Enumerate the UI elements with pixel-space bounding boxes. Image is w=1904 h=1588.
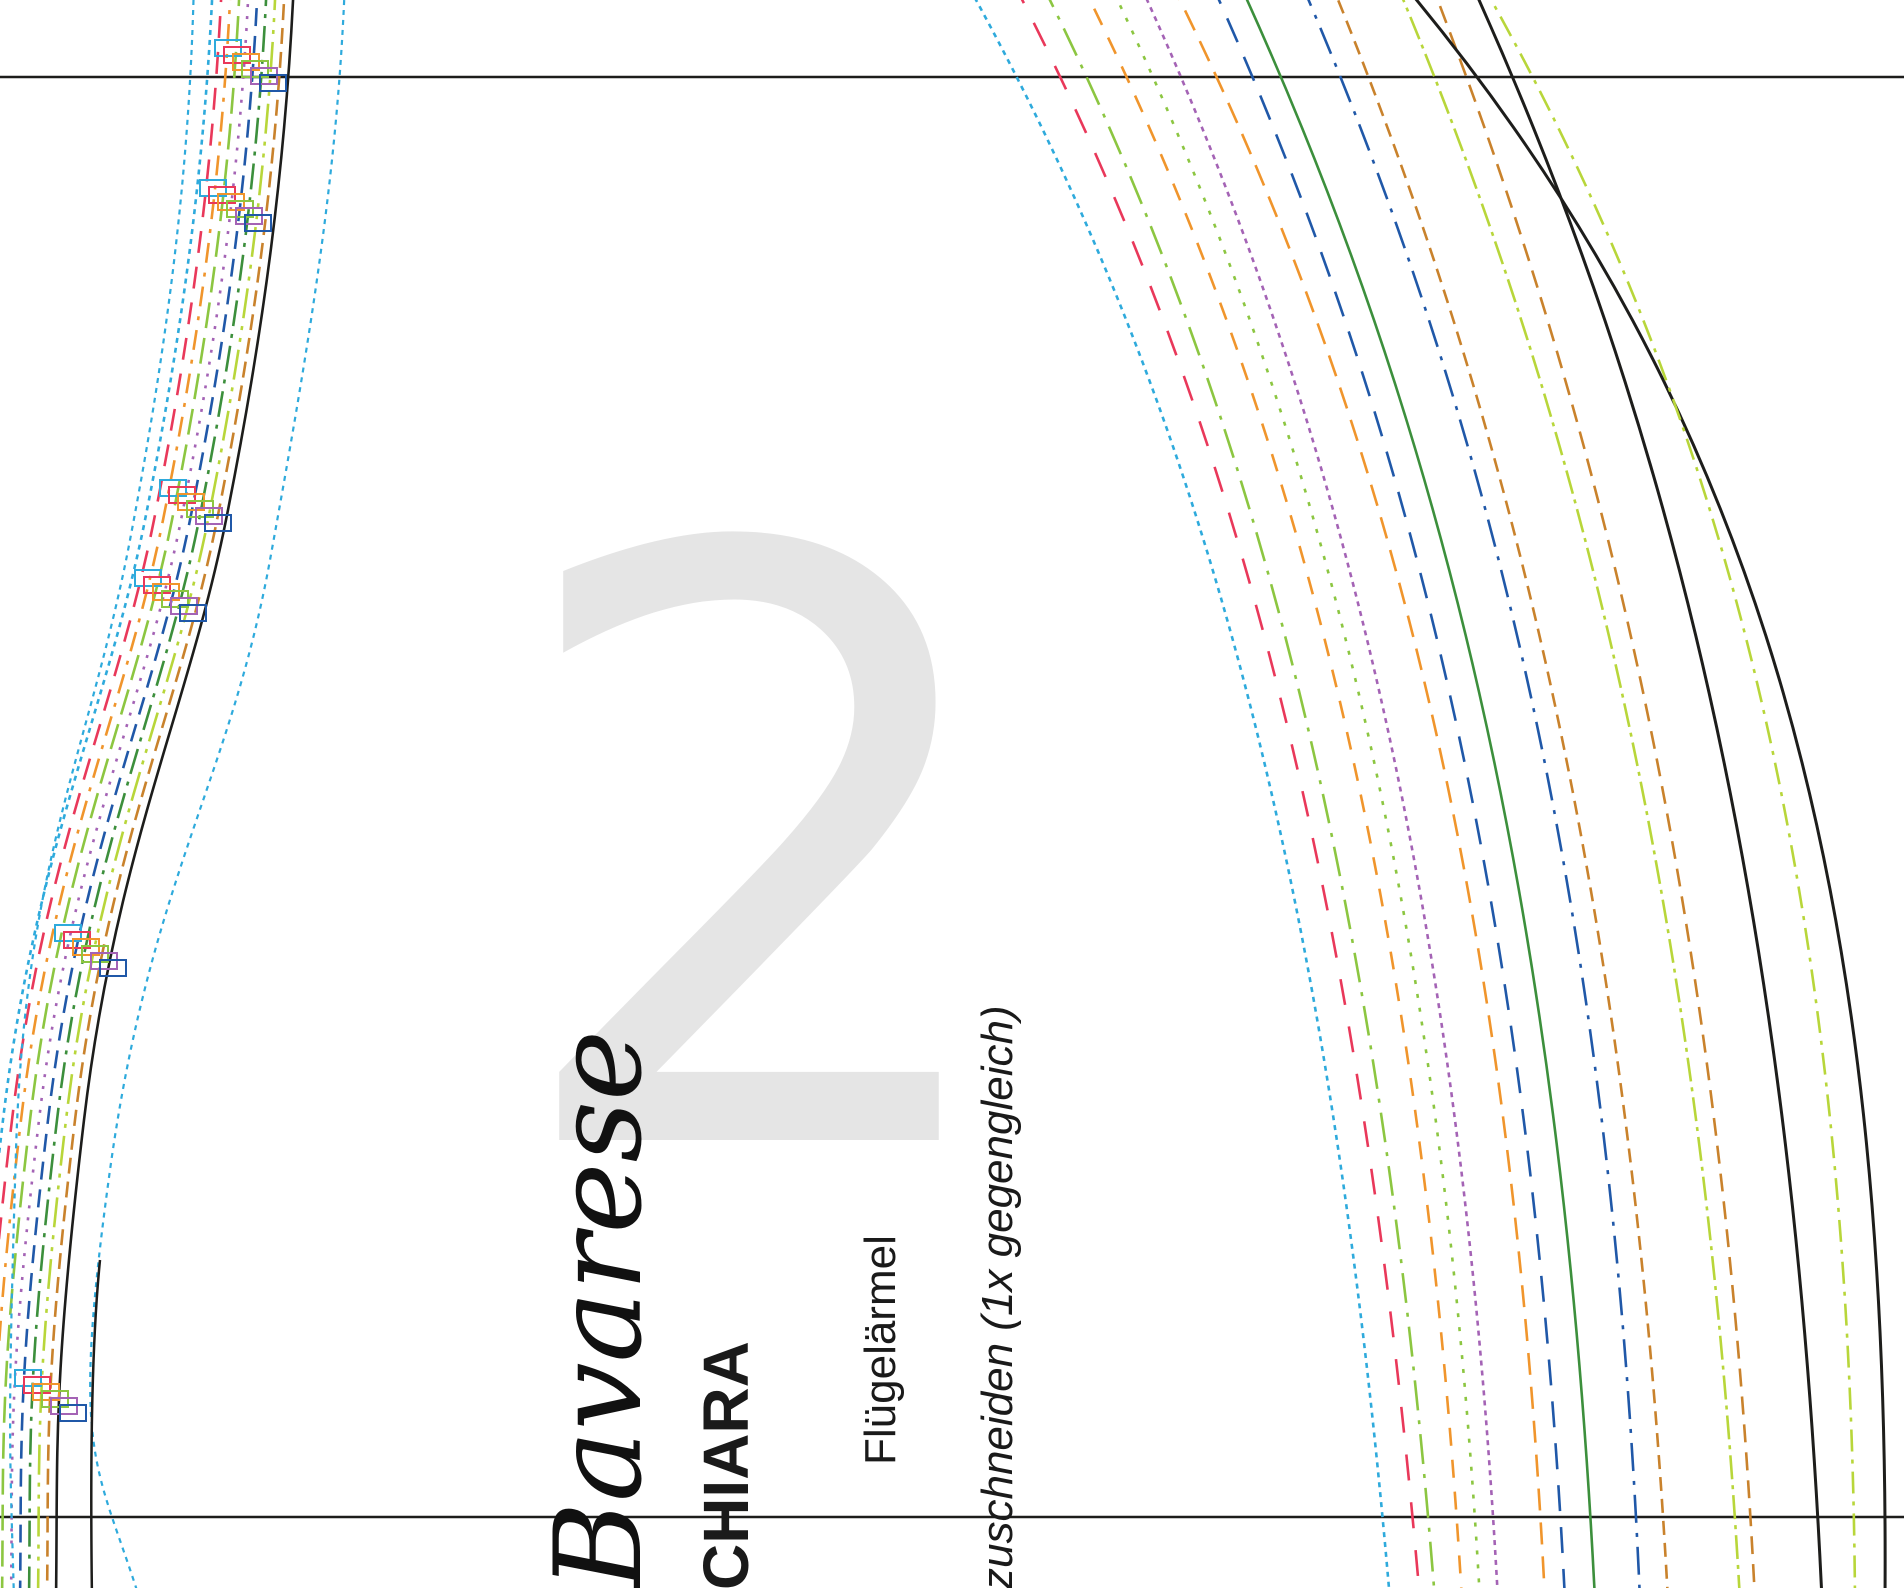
notch-mark xyxy=(244,214,272,232)
notch-mark xyxy=(259,74,287,92)
hem-line-right xyxy=(1048,0,1436,1588)
hem-line-right xyxy=(1489,0,1857,1588)
hem-line-right xyxy=(1020,0,1421,1588)
seam-line-left xyxy=(45,0,286,1588)
page-number: 2 xyxy=(499,380,1021,1334)
left-seam-curves xyxy=(0,0,346,1588)
hem-line-right xyxy=(1436,0,1756,1588)
right-hem-curves xyxy=(974,0,1887,1588)
seam-line-left xyxy=(0,0,232,1350)
seam-line-left xyxy=(18,0,259,1588)
hem-line-right xyxy=(1414,0,1887,1588)
hem-line-right xyxy=(1401,0,1741,1588)
model-name: CHIARA xyxy=(690,1341,762,1588)
hem-line-right xyxy=(1217,0,1566,1588)
cutting-instruction: zuschneiden (1x gegengleich) xyxy=(973,1005,1022,1588)
notch-markers xyxy=(14,39,287,1422)
seam-line-left xyxy=(9,0,250,1588)
seam-guide-left xyxy=(9,0,195,1588)
hem-line-right xyxy=(1178,0,1546,1588)
notch-mark xyxy=(179,604,207,622)
hem-line-right xyxy=(1245,0,1596,1588)
seam-line-left xyxy=(27,0,268,1588)
seam-line-left xyxy=(0,0,241,1588)
seam-line-left xyxy=(54,0,295,1588)
hem-line-right xyxy=(1145,0,1499,1588)
hem-line-right xyxy=(1477,0,1823,1588)
seam-line-left xyxy=(90,1259,102,1588)
seam-line-left xyxy=(0,0,223,1242)
notch-mark xyxy=(59,1404,87,1422)
piece-label: Bavarese CHIARA Flügelärmel zuschneiden … xyxy=(530,1005,1022,1588)
seam-line-left xyxy=(0,0,214,1158)
hem-line-right xyxy=(1116,0,1481,1588)
piece-name: Flügelärmel xyxy=(856,1235,905,1465)
hem-line-right xyxy=(1307,0,1641,1588)
notch-mark xyxy=(99,959,127,977)
brand-logo: Bavarese xyxy=(530,1030,669,1588)
hem-line-right xyxy=(1336,0,1669,1588)
hem-line-right xyxy=(974,0,1391,1588)
notch-mark xyxy=(204,514,232,532)
seam-line-left xyxy=(36,0,277,1588)
